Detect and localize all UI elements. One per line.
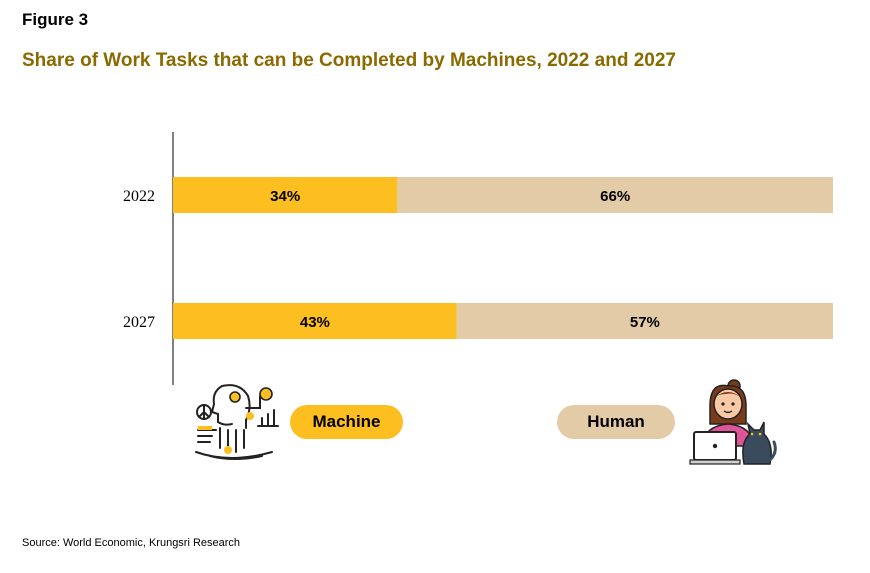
data-label-human-2027: 57% <box>630 314 660 331</box>
bars-layer: 2022 34% 66% 2027 43% 57% <box>123 177 833 339</box>
legend-machine: Machine <box>290 405 403 439</box>
chart-title: Share of Work Tasks that can be Complete… <box>22 50 676 71</box>
data-label-machine-2027: 43% <box>300 314 330 331</box>
legend-human-label: Human <box>587 412 645 431</box>
bar-human-2022 <box>397 177 833 213</box>
data-label-machine-2022: 34% <box>270 188 300 205</box>
woman-laptop-cat-icon <box>689 379 777 465</box>
data-label-human-2022: 66% <box>600 188 630 205</box>
bar-human-2027 <box>456 303 833 339</box>
figure-label: Figure 3 <box>22 10 89 29</box>
legend-machine-label: Machine <box>312 412 381 431</box>
y-tick-label-2027: 2027 <box>123 314 155 331</box>
source-note: Source: World Economic, Krungsri Researc… <box>22 537 241 549</box>
legend-human: Human <box>557 405 675 439</box>
y-tick-label-2022: 2022 <box>123 188 155 205</box>
robot-head-icon <box>195 384 279 460</box>
bar-machine-2022 <box>173 177 398 213</box>
bar-machine-2027 <box>173 303 457 339</box>
